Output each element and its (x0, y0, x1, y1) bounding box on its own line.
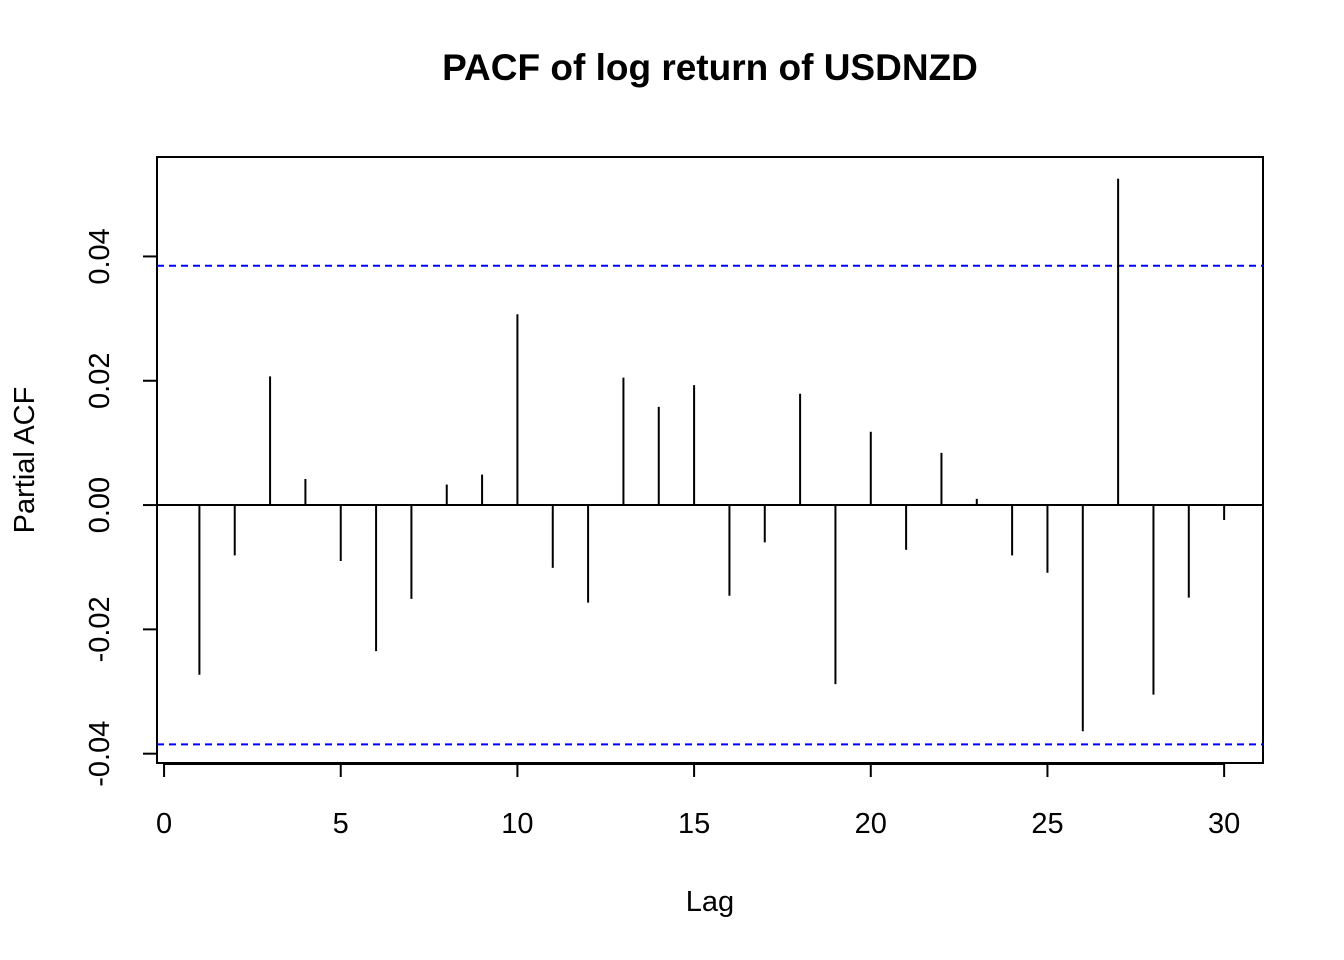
x-tick-label: 0 (156, 808, 172, 840)
x-tick-label: 20 (855, 808, 887, 840)
y-tick-label: 0.00 (84, 477, 116, 533)
plot-frame (156, 156, 1264, 764)
x-tick-label: 25 (1031, 808, 1063, 840)
x-tick-label: 15 (678, 808, 710, 840)
x-tick-label: 30 (1208, 808, 1240, 840)
y-axis-label: Partial ACF (9, 387, 41, 534)
y-tick-label: 0.04 (84, 228, 116, 284)
y-tick-label: 0.02 (84, 353, 116, 409)
chart-title: PACF of log return of USDNZD (442, 47, 978, 88)
x-axis: 0 5 10 15 20 25 30 (156, 763, 1240, 840)
y-tick-label: -0.02 (84, 596, 116, 662)
x-tick-label: 10 (501, 808, 533, 840)
x-axis-label: Lag (686, 886, 734, 918)
pacf-bars (198, 178, 1226, 732)
reference-lines (157, 264, 1263, 746)
y-axis: -0.04 -0.02 0.00 0.02 0.04 (84, 228, 158, 787)
x-tick-label: 5 (333, 808, 349, 840)
y-tick-label: -0.04 (84, 721, 116, 787)
